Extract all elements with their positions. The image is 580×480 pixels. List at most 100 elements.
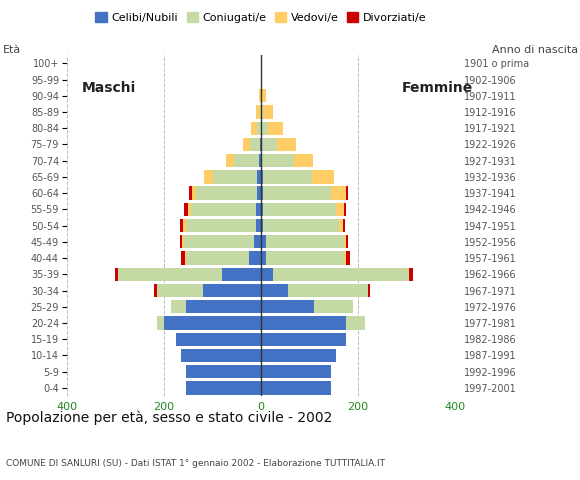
Bar — [191, 203, 256, 216]
Bar — [254, 235, 261, 249]
Bar — [261, 121, 269, 135]
Bar — [257, 121, 261, 135]
Bar — [266, 235, 343, 249]
Bar — [186, 365, 261, 378]
Bar — [180, 219, 183, 232]
Bar — [154, 284, 157, 297]
Bar — [183, 219, 186, 232]
Bar — [314, 300, 353, 313]
Bar — [261, 284, 288, 297]
Bar — [249, 252, 261, 264]
Bar — [203, 284, 261, 297]
Bar — [261, 316, 346, 330]
Bar — [164, 316, 261, 330]
Bar — [243, 138, 251, 151]
Bar — [346, 235, 349, 249]
Bar — [234, 154, 259, 168]
Bar — [251, 138, 260, 151]
Bar — [204, 170, 213, 183]
Bar — [184, 235, 254, 249]
Bar — [261, 381, 331, 395]
Bar — [262, 138, 277, 151]
Legend: Celibi/Nubili, Coniugati/e, Vedovi/e, Divorziati/e: Celibi/Nubili, Coniugati/e, Vedovi/e, Di… — [91, 8, 431, 27]
Bar — [261, 349, 336, 362]
Bar — [186, 300, 261, 313]
Bar — [277, 138, 296, 151]
Bar — [180, 235, 182, 249]
Bar — [118, 268, 222, 281]
Bar — [266, 252, 343, 264]
Text: Età: Età — [3, 45, 21, 55]
Bar — [261, 203, 263, 216]
Bar — [257, 187, 261, 200]
Text: COMUNE DI SANLURI (SU) - Dati ISTAT 1° gennaio 2002 - Elaborazione TUTTITALIA.IT: COMUNE DI SANLURI (SU) - Dati ISTAT 1° g… — [6, 459, 385, 468]
Bar — [409, 268, 413, 281]
Bar — [257, 170, 261, 183]
Bar — [186, 252, 249, 264]
Bar — [269, 121, 283, 135]
Bar — [259, 89, 260, 102]
Bar — [226, 154, 234, 168]
Bar — [336, 203, 343, 216]
Bar — [312, 170, 334, 183]
Text: Anno di nascita: Anno di nascita — [492, 45, 578, 55]
Bar — [263, 105, 273, 119]
Bar — [288, 284, 368, 297]
Bar — [197, 187, 257, 200]
Bar — [256, 105, 259, 119]
Bar — [251, 121, 257, 135]
Bar — [186, 381, 261, 395]
Bar — [181, 252, 185, 264]
Bar — [157, 316, 164, 330]
Text: Maschi: Maschi — [81, 81, 136, 95]
Bar — [262, 89, 266, 102]
Bar — [182, 235, 184, 249]
Bar — [261, 252, 266, 264]
Bar — [181, 349, 261, 362]
Bar — [189, 187, 191, 200]
Bar — [261, 333, 346, 346]
Bar — [273, 268, 409, 281]
Bar — [188, 203, 191, 216]
Bar — [261, 300, 314, 313]
Bar — [261, 365, 331, 378]
Bar — [191, 187, 197, 200]
Bar — [368, 284, 370, 297]
Bar — [213, 170, 257, 183]
Bar — [115, 268, 118, 281]
Bar — [171, 300, 186, 313]
Bar — [261, 219, 263, 232]
Bar — [331, 187, 346, 200]
Bar — [186, 219, 256, 232]
Bar — [261, 138, 262, 151]
Bar — [261, 89, 262, 102]
Bar — [261, 105, 263, 119]
Bar — [346, 252, 350, 264]
Bar — [261, 268, 273, 281]
Bar — [184, 203, 188, 216]
Text: Popolazione per età, sesso e stato civile - 2002: Popolazione per età, sesso e stato civil… — [6, 410, 332, 425]
Bar — [263, 203, 336, 216]
Bar — [157, 284, 203, 297]
Bar — [259, 154, 261, 168]
Bar — [260, 138, 261, 151]
Bar — [343, 219, 345, 232]
Text: Femmine: Femmine — [402, 81, 473, 95]
Bar — [346, 316, 365, 330]
Bar — [263, 219, 339, 232]
Bar — [343, 252, 346, 264]
Bar — [294, 154, 313, 168]
Bar — [261, 187, 263, 200]
Bar — [261, 235, 266, 249]
Bar — [222, 268, 261, 281]
Bar — [343, 235, 346, 249]
Bar — [263, 170, 312, 183]
Bar — [346, 187, 349, 200]
Bar — [261, 170, 263, 183]
Bar — [263, 187, 331, 200]
Bar — [263, 154, 294, 168]
Bar — [259, 105, 261, 119]
Bar — [261, 73, 263, 86]
Bar — [339, 219, 343, 232]
Bar — [185, 252, 186, 264]
